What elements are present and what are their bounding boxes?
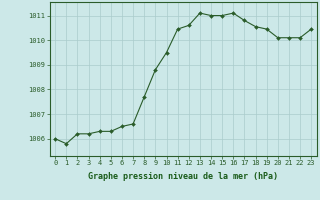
X-axis label: Graphe pression niveau de la mer (hPa): Graphe pression niveau de la mer (hPa) (88, 172, 278, 181)
